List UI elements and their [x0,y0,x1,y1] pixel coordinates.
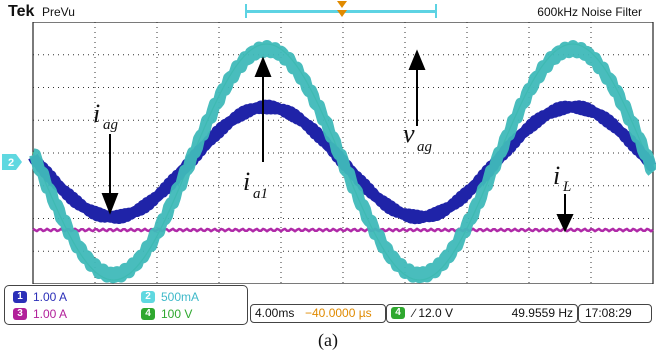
arrow-ia1-head [254,56,272,77]
channel-2-scale: 500mA [161,290,200,304]
label-iL-sub: L [562,179,571,195]
trigger-frequency: 49.9559 Hz [511,306,573,320]
record-view-right-bracket [435,4,437,18]
arrow-iag-head [101,193,119,215]
figure-caption: (a) [318,330,338,350]
channel-settings-panel[interactable]: 1 1.00 A 2 500mA 3 1.00 A 4 100 V [4,285,248,325]
channel-1-scale: 1.00 A [33,290,68,304]
label-ia1-sub: a1 [253,186,268,202]
channel-4-badge: 4 [141,308,155,320]
annotation-arrows [101,49,574,233]
label-iag-sub: ag [103,117,119,133]
waveform-ia1 [29,40,656,284]
time-per-division: 4.00ms [255,306,295,320]
channel-4-scale: 100 V [161,307,193,321]
channel-3-scale: 1.00 A [33,307,68,321]
label-iag-main: i [93,99,100,128]
acquisition-mode: PreVu [42,5,75,19]
label-ia1-main: i [243,167,250,196]
noise-filter-label: 600kHz Noise Filter [537,5,642,19]
arrow-iL-head [556,214,574,233]
channel-2-marker-label: 2 [8,157,14,169]
timebase-panel[interactable]: 4.00ms −40.0000 µs [250,304,386,323]
channel-2-badge: 2 [141,291,155,303]
trigger-source-badge: 4 [391,307,405,319]
channel-3-badge: 3 [13,308,27,320]
label-vag-sub: ag [417,139,433,155]
waveform-display: 2 i ag i a1 v ag i L [2,22,656,284]
record-view-left-bracket [245,4,247,18]
channel-2-ground-marker: 2 [2,154,22,170]
clock-time: 17:08:29 [585,306,632,320]
clock-panel: 17:08:29 [578,304,652,323]
brand-logo: Tek [8,3,35,20]
trigger-position-icon [337,1,347,17]
waveform-iL [32,227,654,233]
scope-header: Tek PreVu 600kHz Noise Filter [0,0,656,22]
label-iL-main: i [553,161,560,190]
status-bar: 1 1.00 A 2 500mA 3 1.00 A 4 100 V 4.00ms… [0,284,656,325]
channel-1-badge: 1 [13,291,27,303]
label-vag-main: v [403,119,415,148]
arrow-vag-head [408,49,426,70]
horizontal-position: −40.0000 µs [305,306,372,320]
trigger-panel[interactable]: 4 ∕ 12.0 V 49.9559 Hz [386,304,578,323]
trigger-level: ∕ 12.0 V [413,306,454,320]
waveforms [28,40,656,284]
